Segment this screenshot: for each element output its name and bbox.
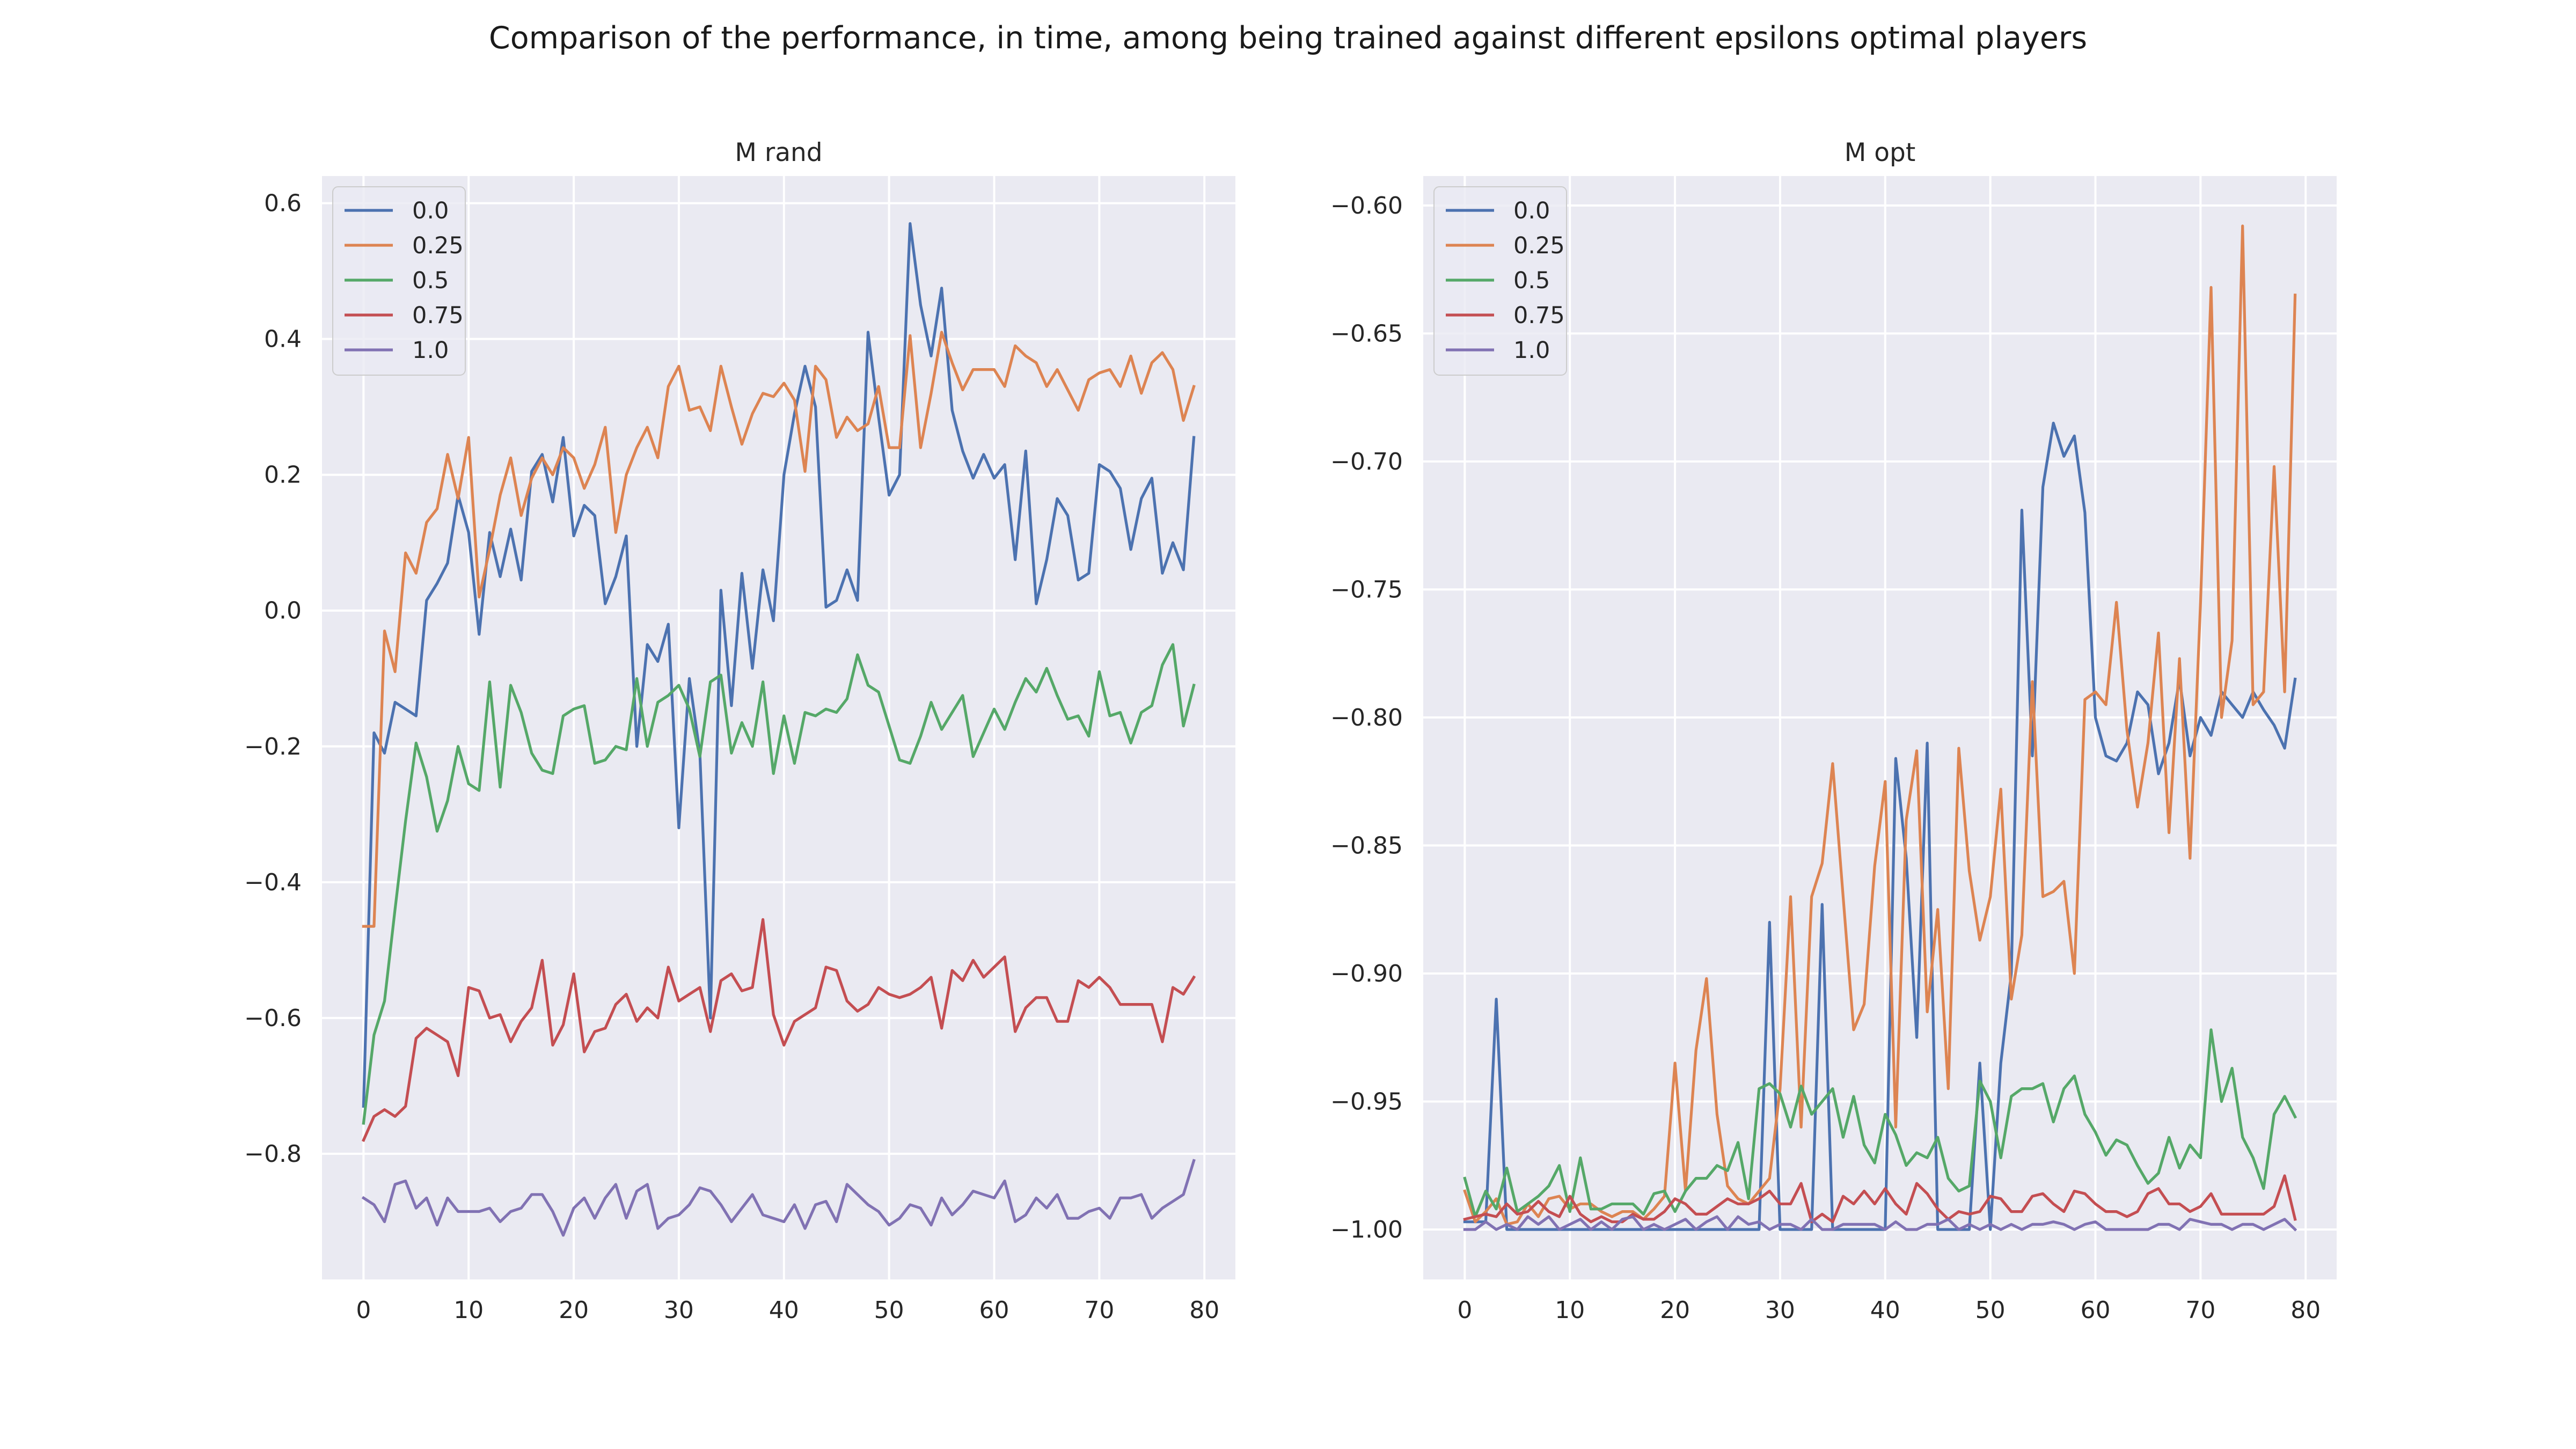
y-tick-label: −0.90 xyxy=(1330,960,1403,987)
legend-label: 0.25 xyxy=(412,232,464,259)
xticks-m-rand: 0 10 20 30 40 50 60 70 80 xyxy=(356,1297,1219,1324)
grid-m-rand xyxy=(322,176,1235,1279)
y-tick-label: −0.85 xyxy=(1330,832,1403,859)
x-tick-label: 10 xyxy=(1555,1297,1585,1324)
x-tick-label: 50 xyxy=(1975,1297,2006,1324)
legend-label: 0.0 xyxy=(412,197,449,224)
legend-label: 0.5 xyxy=(1513,267,1550,294)
figure-title: Comparison of the performance, in time, … xyxy=(488,20,2088,56)
x-tick-label: 10 xyxy=(453,1297,484,1324)
y-tick-label: 0.6 xyxy=(264,190,302,217)
yticks-m-opt: −1.00 −0.95 −0.90 −0.85 −0.80 −0.75 −0.70 −0.65… xyxy=(1330,192,1403,1243)
yticks-m-rand: −0.8 −0.6 −0.4 −0.2 0.0 0.2 0.4 0.6 xyxy=(244,190,302,1168)
y-tick-label: −0.6 xyxy=(244,1005,302,1032)
grid-m-opt xyxy=(1423,176,2337,1279)
legend-m-rand: 0.0 0.25 0.5 0.75 1.0 xyxy=(332,186,466,376)
y-tick-label: −0.80 xyxy=(1330,704,1403,731)
y-tick-label: 0.4 xyxy=(264,326,302,353)
lines-m-opt xyxy=(1463,224,2297,1232)
x-tick-label: 0 xyxy=(356,1297,371,1324)
subplot-m-rand: 0 10 20 30 40 50 60 70 80 −0.8 −0.6 −0.4 −0.2 0.0 0.2… xyxy=(244,138,1235,1324)
legend-m-opt: 0.0 0.25 0.5 0.75 1.0 xyxy=(1433,186,1567,376)
x-tick-label: 30 xyxy=(1765,1297,1795,1324)
legend-frame xyxy=(332,186,466,376)
lines-m-rand xyxy=(361,222,1196,1237)
series-line-0-75 xyxy=(361,918,1196,1143)
x-tick-label: 70 xyxy=(2185,1297,2215,1324)
axes-title-m-rand: M rand xyxy=(735,138,822,167)
y-tick-label: −0.60 xyxy=(1330,192,1403,219)
y-tick-label: 0.2 xyxy=(264,462,302,489)
x-tick-label: 70 xyxy=(1084,1297,1114,1324)
series-line-0-0 xyxy=(362,222,1196,1108)
x-tick-label: 40 xyxy=(1870,1297,1900,1324)
series-line-0-5 xyxy=(1463,1028,2297,1218)
x-tick-label: 0 xyxy=(1457,1297,1472,1324)
series-line-1-0 xyxy=(361,1159,1196,1237)
legend-frame xyxy=(1433,186,1567,376)
y-tick-label: −0.2 xyxy=(244,733,302,760)
y-tick-label: 0.0 xyxy=(264,597,302,625)
axes-title-m-opt: M opt xyxy=(1845,138,1916,167)
legend-label: 1.0 xyxy=(1513,337,1550,364)
y-tick-label: −0.95 xyxy=(1330,1088,1403,1115)
y-tick-label: −0.75 xyxy=(1330,576,1403,603)
series-line-0-25 xyxy=(362,331,1196,928)
x-tick-label: 30 xyxy=(664,1297,694,1324)
legend-label: 0.25 xyxy=(1513,232,1565,259)
y-tick-label: −1.00 xyxy=(1330,1216,1403,1243)
legend-label: 0.75 xyxy=(412,302,464,329)
x-tick-label: 60 xyxy=(2081,1297,2111,1324)
y-tick-label: −0.4 xyxy=(244,869,302,896)
x-tick-label: 50 xyxy=(874,1297,904,1324)
x-tick-label: 80 xyxy=(1189,1297,1219,1324)
x-tick-label: 40 xyxy=(769,1297,799,1324)
legend-label: 0.75 xyxy=(1513,302,1565,329)
x-tick-label: 80 xyxy=(2290,1297,2321,1324)
y-tick-label: −0.8 xyxy=(244,1140,302,1168)
x-tick-label: 60 xyxy=(979,1297,1009,1324)
y-tick-label: −0.65 xyxy=(1330,320,1403,347)
xticks-m-opt: 0 10 20 30 40 50 60 70 80 xyxy=(1457,1297,2321,1324)
series-line-0-0 xyxy=(1463,421,2297,1231)
series-line-1-0 xyxy=(1463,1215,2297,1232)
series-line-0-75 xyxy=(1463,1174,2297,1224)
series-line-0-5 xyxy=(362,643,1196,1125)
x-tick-label: 20 xyxy=(559,1297,589,1324)
y-tick-label: −0.70 xyxy=(1330,448,1403,475)
series-line-0-25 xyxy=(1463,224,2297,1226)
legend-label: 0.5 xyxy=(412,267,449,294)
subplot-m-opt: 0 10 20 30 40 50 60 70 80 −1.00 −0.95 −0.90 −0.85 −0… xyxy=(1330,138,2337,1324)
legend-label: 1.0 xyxy=(412,337,449,364)
legend-label: 0.0 xyxy=(1513,197,1550,224)
x-tick-label: 20 xyxy=(1660,1297,1690,1324)
